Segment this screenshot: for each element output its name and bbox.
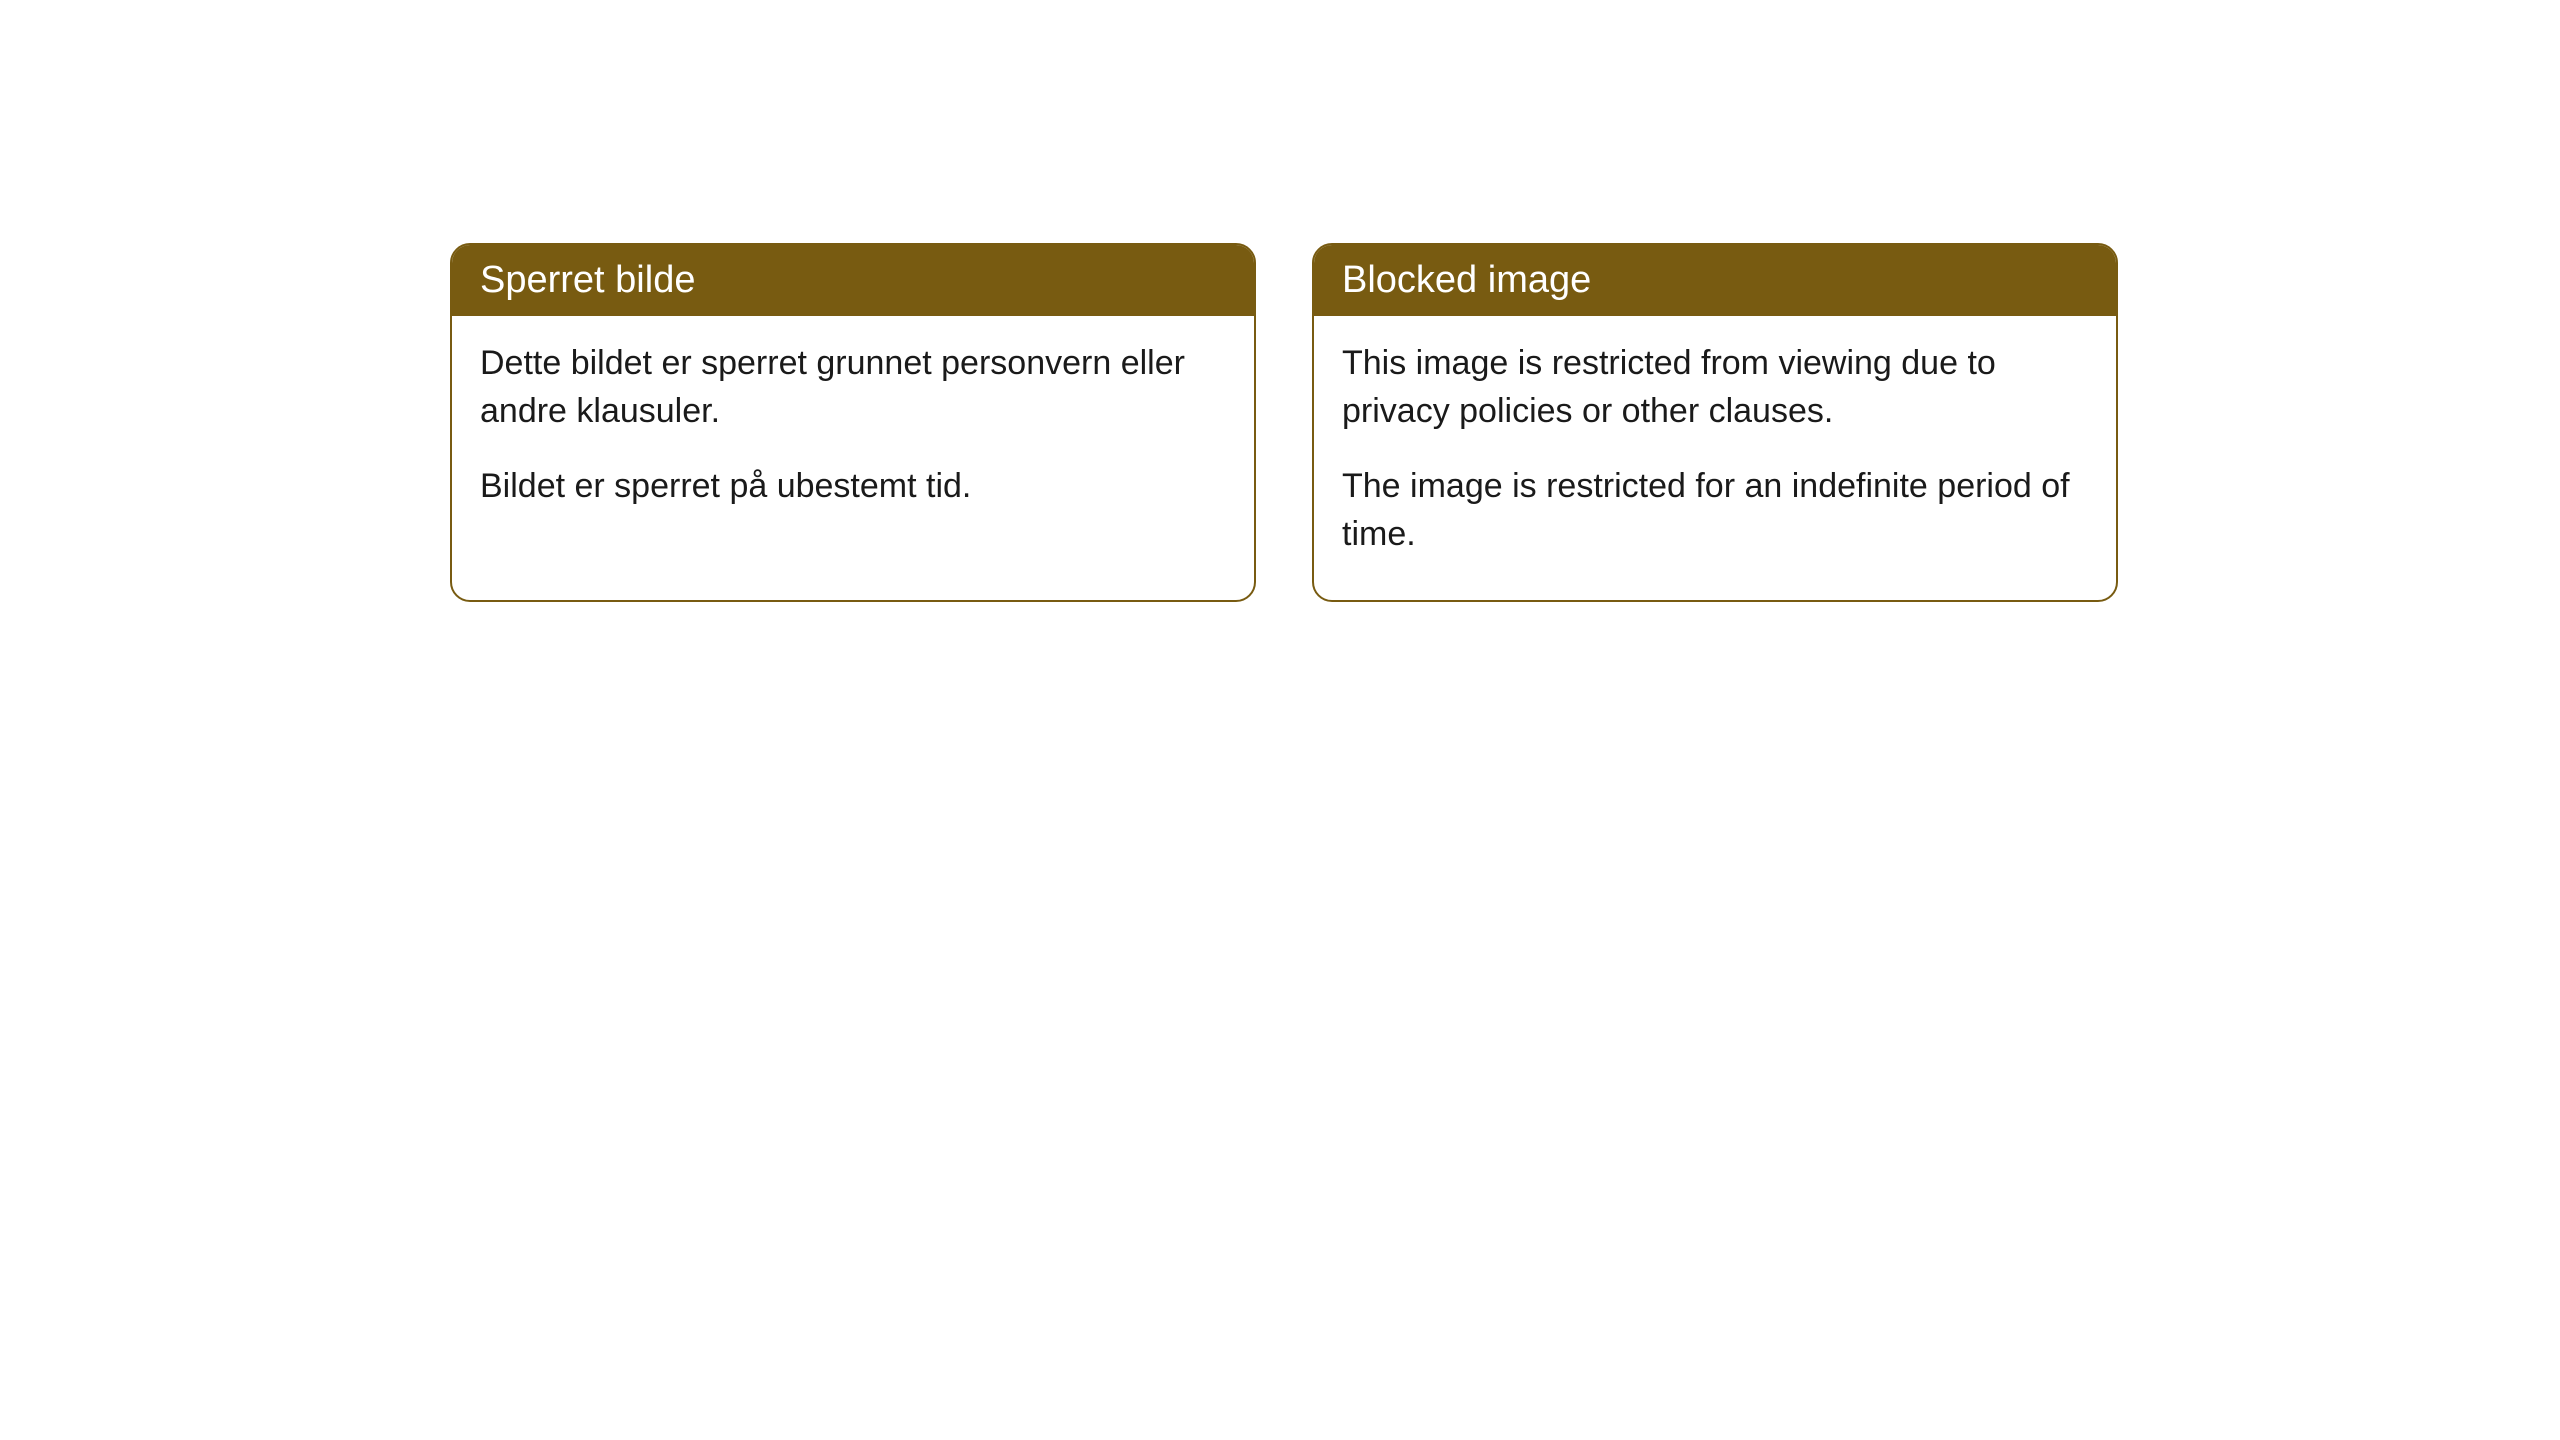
card-paragraph-2-no: Bildet er sperret på ubestemt tid.: [480, 463, 1226, 511]
blocked-image-card-no: Sperret bilde Dette bildet er sperret gr…: [450, 243, 1256, 602]
card-paragraph-1-en: This image is restricted from viewing du…: [1342, 340, 2088, 435]
card-header-no: Sperret bilde: [452, 245, 1254, 316]
card-header-en: Blocked image: [1314, 245, 2116, 316]
card-body-no: Dette bildet er sperret grunnet personve…: [452, 316, 1254, 553]
card-paragraph-1-no: Dette bildet er sperret grunnet personve…: [480, 340, 1226, 435]
card-paragraph-2-en: The image is restricted for an indefinit…: [1342, 463, 2088, 558]
card-body-en: This image is restricted from viewing du…: [1314, 316, 2116, 600]
notice-cards-container: Sperret bilde Dette bildet er sperret gr…: [450, 243, 2118, 602]
blocked-image-card-en: Blocked image This image is restricted f…: [1312, 243, 2118, 602]
